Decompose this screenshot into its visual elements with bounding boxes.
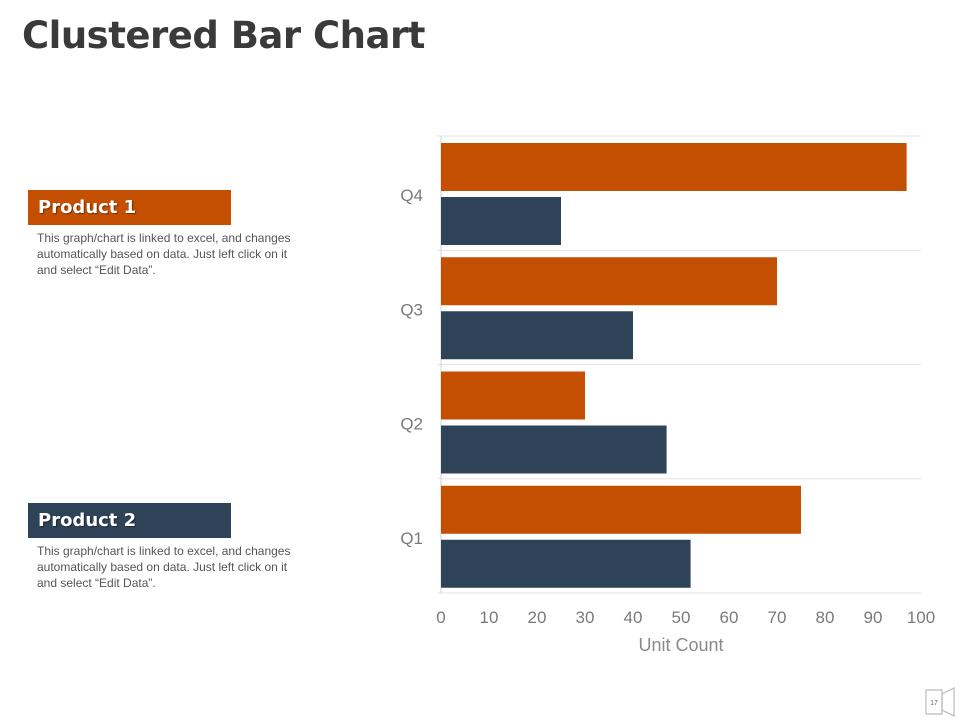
legend-label-product-1: Product 1 (28, 190, 231, 225)
page-number: 17 (930, 700, 938, 707)
x-axis-label: Unit Count (638, 635, 723, 655)
y-tick-label: Q1 (400, 529, 423, 548)
x-tick-label: 70 (768, 608, 787, 627)
x-tick-label: 10 (480, 608, 499, 627)
legend-description-product-2: This graph/chart is linked to excel, and… (37, 544, 291, 590)
bar-product-2-q3 (441, 311, 633, 360)
legend-label-product-2: Product 2 (28, 503, 231, 538)
x-tick-label: 20 (528, 608, 547, 627)
bar-product-1-q1 (441, 485, 801, 534)
bar-product-2-q1 (441, 539, 691, 588)
bar-product-1-q4 (441, 143, 907, 191)
bar-product-2-q2 (441, 425, 667, 474)
y-tick-label: Q2 (400, 415, 423, 434)
page-title: Clustered Bar Chart (22, 14, 425, 57)
bar-product-1-q2 (441, 371, 585, 420)
page-number-icon: 17 (925, 687, 955, 717)
x-tick-label: 80 (816, 608, 835, 627)
x-tick-label: 90 (864, 608, 883, 627)
y-tick-label: Q4 (400, 186, 423, 205)
legend-description-product-1: This graph/chart is linked to excel, and… (37, 231, 291, 277)
bar-product-1-q3 (441, 257, 777, 306)
x-tick-label: 0 (436, 608, 445, 627)
x-tick-label: 100 (907, 608, 935, 627)
x-tick-label: 50 (672, 608, 691, 627)
x-tick-label: 40 (624, 608, 643, 627)
y-tick-label: Q3 (400, 300, 423, 319)
x-tick-label: 60 (720, 608, 739, 627)
bar-product-2-q4 (441, 197, 561, 245)
x-tick-label: 30 (576, 608, 595, 627)
